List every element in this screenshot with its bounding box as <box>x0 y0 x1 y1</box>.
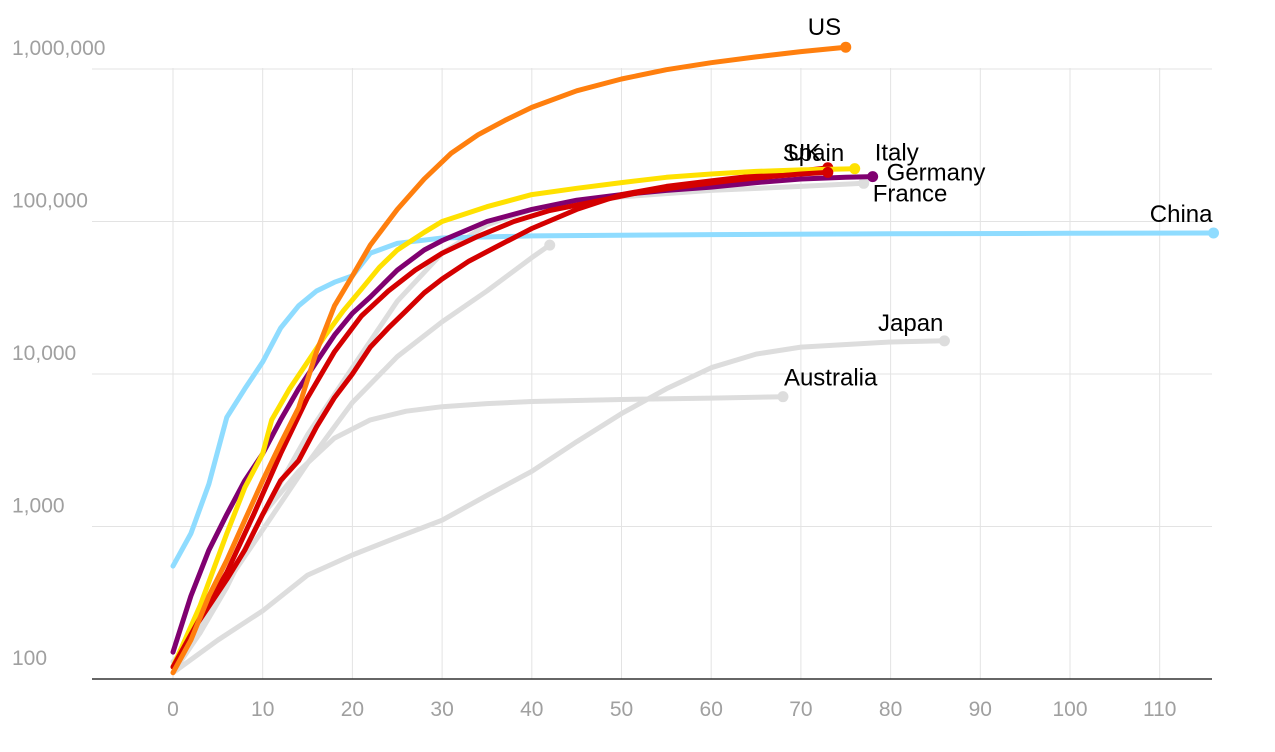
x-tick-label: 80 <box>879 698 902 721</box>
x-tick-label: 110 <box>1143 698 1176 721</box>
series-line-uk <box>170 169 831 670</box>
series-endpoint-germany <box>867 171 879 183</box>
series-label-germany: Germany <box>887 160 986 187</box>
series-line-japan <box>170 338 947 676</box>
x-tick-label: 60 <box>700 698 723 721</box>
series-label-france: France <box>873 180 948 207</box>
y-tick-label: 100,000 <box>12 190 88 213</box>
series-line-germany <box>170 174 876 655</box>
x-tick-label: 10 <box>251 698 274 721</box>
x-tick-label: 90 <box>969 698 992 721</box>
series-line-us <box>170 44 849 676</box>
x-tick-label: 70 <box>789 698 812 721</box>
series-label-spain: Spain <box>783 140 844 167</box>
y-tick-label: 100 <box>12 647 47 670</box>
series-label-china: China <box>1150 201 1213 228</box>
series-endpoint-australia <box>777 391 789 403</box>
x-tick-label: 100 <box>1052 698 1087 721</box>
grid-layer <box>92 68 1212 679</box>
series-endpoint-us <box>840 41 852 53</box>
y-tick-label: 1,000,000 <box>12 37 105 60</box>
x-tick-label: 30 <box>430 698 453 721</box>
series-line-china <box>170 230 1216 569</box>
x-tick-label: 50 <box>610 698 633 721</box>
series-label-japan: Japan <box>878 310 943 337</box>
series-line-italy <box>170 166 858 670</box>
axis-layer: 0 10 20 30 40 50 60 70 80 90 100 110 100 1,000 10,000 1… <box>12 37 1212 721</box>
series-endpoint-uk <box>822 166 834 178</box>
x-tick-label: 20 <box>341 698 364 721</box>
x-tick-label: 40 <box>520 698 543 721</box>
series-endpoint-japan <box>938 335 950 347</box>
y-tick-label: 10,000 <box>12 342 76 365</box>
series-label-australia: Australia <box>784 365 878 392</box>
series-endpoint-china <box>1208 227 1220 239</box>
series-endpoint-italy <box>849 163 861 175</box>
series-endpoint-france <box>858 177 870 189</box>
series-label-uk: UK <box>788 139 821 166</box>
series-layer <box>170 41 1220 676</box>
y-tick-label: 1,000 <box>12 495 65 518</box>
series-endpoint-unlabeled-0 <box>544 239 556 251</box>
series-label-us: US <box>808 14 841 41</box>
x-tick-label: 0 <box>167 698 179 721</box>
series-label-italy: Italy <box>875 140 919 167</box>
series-line-australia <box>170 394 786 665</box>
